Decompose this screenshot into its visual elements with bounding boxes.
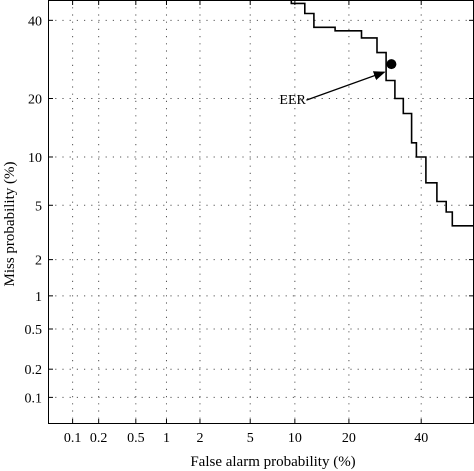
y-tick-label: 0.1 bbox=[25, 391, 43, 406]
grid-lines bbox=[48, 0, 474, 424]
y-tick-label: 1 bbox=[35, 290, 42, 305]
x-tick-label: 1 bbox=[163, 431, 170, 446]
x-tick-labels: 0.1 0.2 0.5 1 2 5 10 20 40 bbox=[64, 431, 428, 446]
eer-point bbox=[386, 59, 397, 70]
y-axis-title: Miss probability (%) bbox=[2, 162, 18, 287]
x-tick-label: 0.5 bbox=[127, 431, 145, 446]
y-tick-labels: 0.1 0.2 0.5 1 2 5 10 20 40 bbox=[25, 14, 43, 406]
det-curve bbox=[290, 0, 474, 227]
det-curve-line bbox=[290, 0, 474, 227]
y-tick-label: 10 bbox=[28, 151, 42, 166]
y-tick-label: 2 bbox=[35, 254, 42, 269]
y-tick-label: 0.2 bbox=[25, 363, 43, 378]
y-tick-label: 20 bbox=[28, 93, 42, 108]
x-tick-label: 0.2 bbox=[90, 431, 108, 446]
x-axis-title: False alarm probability (%) bbox=[190, 454, 355, 470]
y-tick-label: 40 bbox=[28, 14, 42, 29]
y-tick-label: 5 bbox=[35, 199, 42, 214]
x-tick-label: 5 bbox=[247, 431, 254, 446]
eer-arrow bbox=[306, 71, 386, 101]
x-tick-label: 2 bbox=[196, 431, 203, 446]
eer-label: EER bbox=[279, 93, 306, 108]
x-tick-label: 40 bbox=[414, 431, 428, 446]
x-tick-label: 10 bbox=[288, 431, 302, 446]
x-tick-label: 20 bbox=[342, 431, 356, 446]
x-tick-label: 0.1 bbox=[64, 431, 82, 446]
y-tick-label: 0.5 bbox=[25, 323, 43, 338]
annotations: EER bbox=[279, 59, 397, 108]
